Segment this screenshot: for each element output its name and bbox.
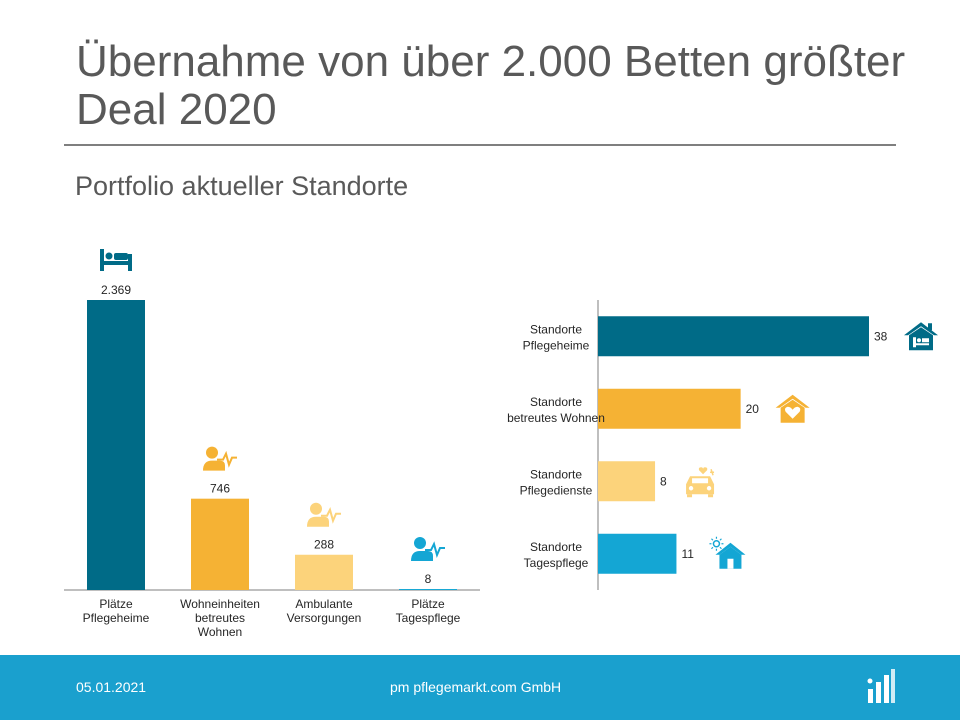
bar [598,388,741,429]
category-label: Standorte Pflegeheime [523,322,590,352]
house-sun-icon [709,536,746,569]
bar [87,300,145,590]
footer-date: 05.01.2021 [76,679,147,695]
category-label: Standorte Pflegedienste [520,467,593,497]
data-label: 8 [425,572,432,586]
charts-canvas: 2.369 Plätze Pflegeheime 746 Wohneinheiten be… [64,249,938,639]
data-label: 2.369 [101,283,131,297]
bar [598,316,869,357]
bar [598,533,677,574]
title-divider [64,144,896,146]
data-label: 38 [874,329,888,343]
data-label: 288 [314,538,334,552]
car-heart-icon [686,467,715,498]
person-heartbeat-icon [203,446,237,471]
category-label: Plätze Tagespflege [396,597,461,625]
data-label: 20 [746,402,760,416]
bar [191,498,249,590]
bar [399,589,457,590]
bar [295,554,353,590]
person-heartbeat-icon [307,502,341,527]
category-label: Wohneinheiten betreutes Wohnen [180,597,260,639]
data-label: 8 [660,474,667,488]
right-bar-chart: 38 Standorte Pflegeheime 20 Standorte betreut… [507,300,938,590]
slide-subtitle: Portfolio aktueller Standorte [75,171,409,201]
pm-logo-bars-icon [867,669,895,703]
left-bar-chart: 2.369 Plätze Pflegeheime 746 Wohneinheiten be… [64,249,480,639]
data-label: 11 [681,547,694,561]
slide-title: Übernahme von über 2.000 Betten größter … [76,37,906,134]
category-label: Plätze Pflegeheime [83,597,150,625]
bed-icon [100,249,132,271]
category-label: Ambulante Versorgungen [287,597,362,625]
bar [598,461,656,502]
category-label: Standorte betreutes Wohnen [507,395,605,425]
data-label: 746 [210,482,230,496]
person-heartbeat-icon [411,537,445,562]
house-heart-icon [775,394,810,423]
footer-company: pm pflegemarkt.com GmbH [390,679,562,695]
footer-bar: 05.01.2021 pm pflegemarkt.com GmbH [0,655,960,720]
category-label: Standorte Tagespflege [524,540,589,570]
house-bed-icon [904,322,938,351]
